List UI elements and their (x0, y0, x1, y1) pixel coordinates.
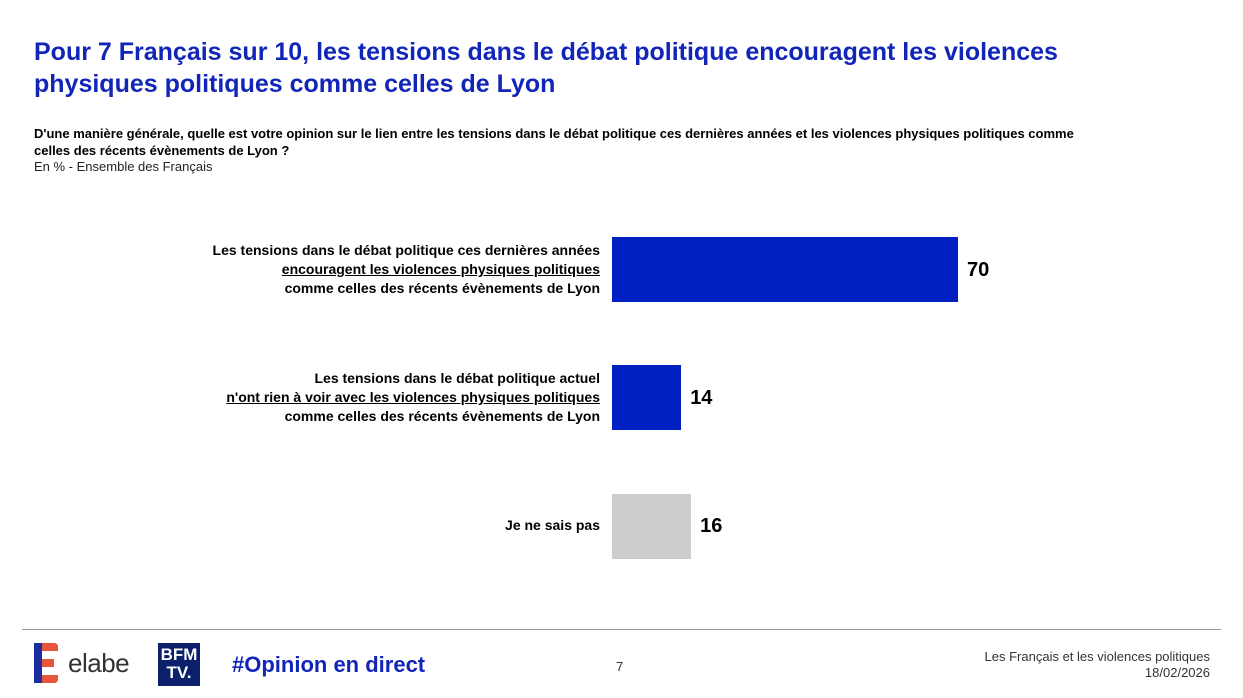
study-title: Les Français et les violences politiques (984, 649, 1210, 664)
elabe-logo-icon (34, 643, 58, 683)
bar-label-underlined: encouragent les violences physiques poli… (281, 261, 600, 277)
bar-label-encourage: Les tensions dans le débat politique ces… (100, 241, 600, 298)
study-info: Les Français et les violences politiques… (985, 649, 1210, 681)
bar-label-no-link: Les tensions dans le débat politique act… (100, 369, 600, 426)
bar-encourage (612, 237, 958, 302)
bar-no-link (612, 365, 682, 430)
bar-label-line: Les tensions dans le débat politique ces… (212, 242, 600, 258)
bar-label-underlined: n'ont rien à voir avec les violences phy… (226, 389, 600, 405)
bar-label-line: Je ne sais pas (505, 517, 600, 533)
page-title: Pour 7 Français sur 10, les tensions dan… (34, 38, 1058, 98)
hashtag: #Opinion en direct (232, 652, 426, 677)
bar-value-dont-know: 16 (700, 515, 723, 537)
bar-label-line: comme celles des récents évènements de L… (284, 408, 600, 424)
bar-value-no-link: 14 (690, 387, 713, 409)
bar-label-line: comme celles des récents évènements de L… (284, 280, 600, 296)
bar-value-encourage: 70 (967, 259, 990, 281)
elabe-brand: elabe (68, 648, 130, 678)
bar-label-dont-know: Je ne sais pas (100, 516, 600, 535)
bar-label-line: Les tensions dans le débat politique act… (314, 370, 600, 386)
bar-dont-know (612, 494, 692, 559)
page-number: 7 (616, 659, 624, 674)
bfm-tv-logo: BFM TV. (158, 643, 200, 686)
survey-question: D'une manière générale, quelle est votre… (34, 126, 1074, 158)
study-date: 18/02/2026 (1144, 665, 1210, 680)
survey-basis: En % - Ensemble des Français (34, 159, 213, 174)
footer-divider (22, 629, 1221, 630)
